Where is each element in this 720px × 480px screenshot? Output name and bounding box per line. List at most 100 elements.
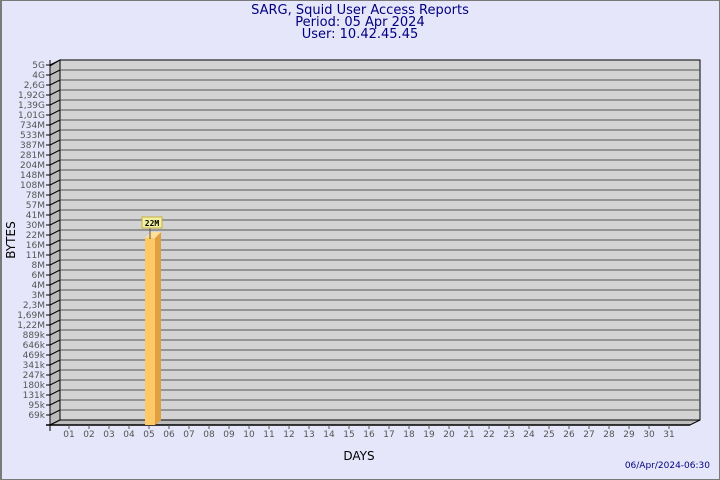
y-tick-label: 5G — [32, 61, 45, 71]
y-tick-label: 11M — [26, 251, 45, 261]
y-tick-label: 4M — [32, 281, 46, 291]
y-tick-label: 180k — [23, 381, 46, 391]
y-tick-label: 78M — [26, 191, 45, 201]
y-tick-slant — [49, 189, 61, 196]
x-tick-label: 26 — [563, 430, 575, 440]
y-tick-slant — [49, 229, 61, 236]
y-tick-label: 131k — [23, 391, 46, 401]
x-tick-label: 07 — [183, 430, 194, 440]
bar-day-05 — [145, 238, 155, 425]
y-tick-slant — [49, 259, 61, 266]
y-tick-label: 30M — [26, 221, 45, 231]
y-tick-slant — [49, 169, 61, 176]
y-tick-slant — [49, 379, 61, 386]
y-tick-slant — [49, 139, 61, 146]
y-tick-slant — [49, 319, 61, 326]
x-tick-label: 01 — [63, 430, 74, 440]
x-axis-label: DAYS — [343, 449, 374, 463]
x-tick-label: 30 — [643, 430, 655, 440]
y-tick-slant — [49, 399, 61, 406]
data-label-box — [141, 216, 163, 229]
y-tick-slant — [49, 179, 61, 186]
y-tick-label: 1,39G — [18, 101, 45, 111]
y-tick-slant — [49, 369, 61, 376]
x-tick-label: 16 — [363, 430, 375, 440]
y-tick-slant — [49, 279, 61, 286]
y-tick-slant — [49, 109, 61, 116]
y-tick-label: 1,69M — [17, 311, 45, 321]
bar-top-day-05 — [145, 232, 161, 238]
y-tick-slant — [49, 149, 61, 156]
y-tick-label: 469k — [23, 351, 46, 361]
y-tick-slant — [49, 349, 61, 356]
x-tick-label: 29 — [623, 430, 635, 440]
y-tick-label: 646k — [23, 341, 46, 351]
y-tick-label: 108M — [20, 181, 45, 191]
x-tick-label: 02 — [83, 430, 94, 440]
y-tick-slant — [49, 289, 61, 296]
y-tick-label: 69k — [28, 411, 45, 421]
bar-side-day-05 — [155, 232, 161, 425]
x-tick-label: 03 — [103, 430, 114, 440]
x-tick-label: 14 — [323, 430, 335, 440]
y-tick-slant — [49, 159, 61, 166]
x-tick-label: 19 — [423, 430, 435, 440]
y-tick-label: 8M — [32, 261, 46, 271]
x-tick-label: 18 — [403, 430, 415, 440]
y-tick-label: 1,22M — [17, 321, 45, 331]
user-label: User: 10.42.45.45 — [301, 27, 419, 42]
y-tick-label: 22M — [26, 231, 45, 241]
y-tick-label: 6M — [32, 271, 46, 281]
y-tick-slant — [49, 99, 61, 106]
y-tick-label: 1,92G — [18, 91, 45, 101]
x-tick-label: 15 — [343, 430, 354, 440]
y-tick-slant — [49, 299, 61, 306]
y-tick-label: 889k — [23, 331, 46, 341]
y-tick-label: 1,01G — [18, 111, 45, 121]
y-tick-slant — [49, 309, 61, 316]
y-tick-label: 734M — [20, 121, 45, 131]
x-tick-label: 13 — [303, 430, 314, 440]
y-tick-slant — [49, 209, 61, 216]
chart-title: SARG, Squid User Access Reports — [251, 3, 469, 18]
y-tick-label: 16M — [26, 241, 45, 251]
y-tick-slant — [49, 239, 61, 246]
y-tick-slant — [49, 69, 61, 76]
x-tick-label: 31 — [663, 430, 674, 440]
y-tick-label: 204M — [20, 161, 45, 171]
y-tick-slant — [49, 79, 61, 86]
x-tick-label: 24 — [523, 430, 535, 440]
y-tick-slant — [49, 269, 61, 276]
y-tick-label: 533M — [20, 131, 45, 141]
y-tick-slant — [49, 329, 61, 336]
y-tick-slant — [49, 129, 61, 136]
y-tick-label: 281M — [20, 151, 45, 161]
y-tick-label: 2,3M — [23, 301, 45, 311]
x-tick-label: 21 — [463, 430, 474, 440]
y-tick-label: 387M — [20, 141, 45, 151]
x-tick-label: 27 — [583, 430, 594, 440]
y-axis-label: BYTES — [4, 221, 18, 258]
y-tick-slant — [49, 409, 61, 416]
y-tick-label: 148M — [20, 171, 45, 181]
y-tick-label: 4G — [32, 71, 45, 81]
x-tick-label: 06 — [163, 430, 175, 440]
y-tick-slant — [49, 59, 61, 66]
x-tick-label: 23 — [503, 430, 514, 440]
x-tick-label: 22 — [483, 430, 494, 440]
data-label: 22M — [145, 219, 160, 228]
y-tick-slant — [49, 389, 61, 396]
x-tick-label: 10 — [243, 430, 255, 440]
y-tick-slant — [49, 339, 61, 346]
generated-timestamp: 06/Apr/2024-06:30 — [624, 461, 710, 471]
x-tick-label: 08 — [203, 430, 215, 440]
y-tick-label: 57M — [26, 201, 45, 211]
y-tick-slant — [49, 89, 61, 96]
y-tick-label: 2,6G — [24, 81, 45, 91]
x-tick-label: 09 — [223, 430, 235, 440]
x-tick-label: 05 — [143, 430, 154, 440]
period-label: Period: 05 Apr 2024 — [295, 15, 425, 30]
x-tick-label: 11 — [263, 430, 274, 440]
y-tick-slant — [49, 249, 61, 256]
